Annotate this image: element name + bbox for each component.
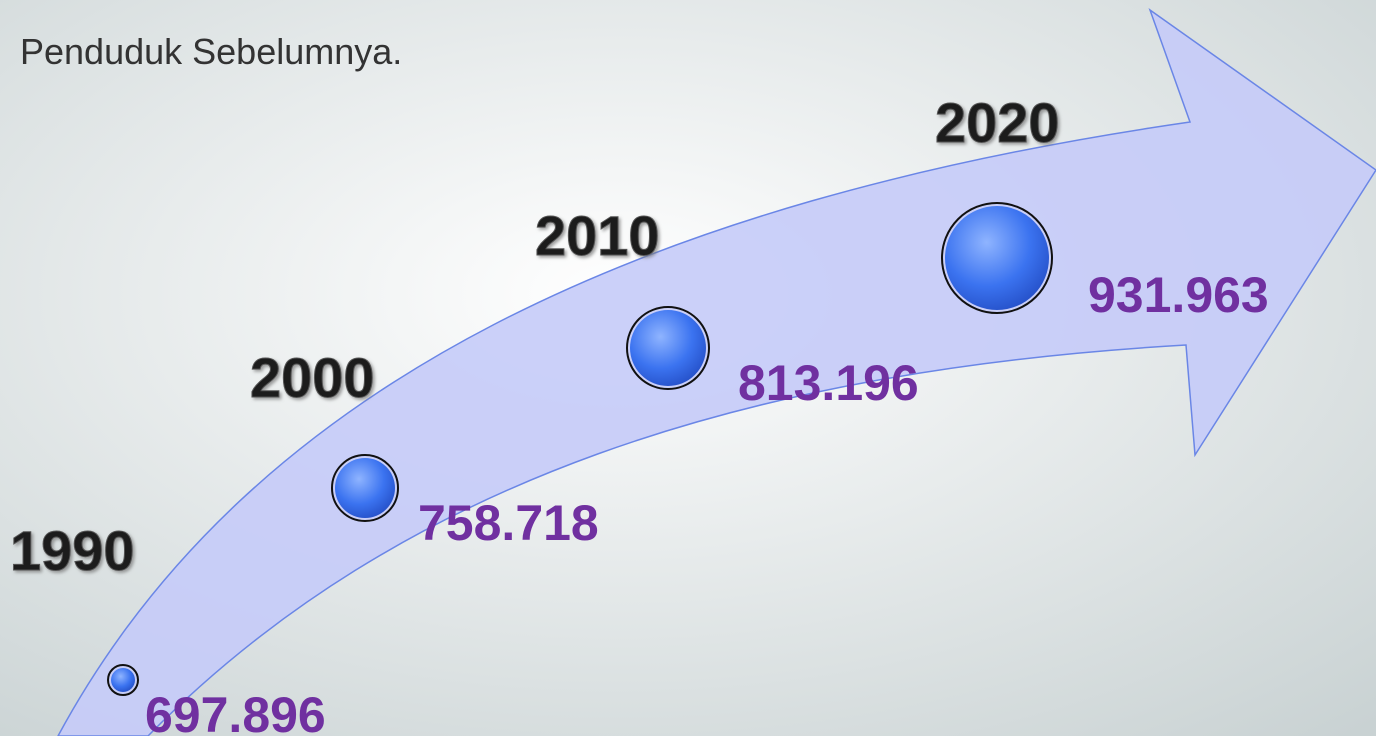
node-ring bbox=[941, 202, 1053, 314]
value-label: 758.718 bbox=[418, 495, 599, 551]
year-label: 2020 bbox=[935, 91, 1060, 154]
node-ball bbox=[111, 668, 135, 692]
node-ball bbox=[335, 458, 395, 518]
node-ring bbox=[331, 454, 399, 522]
arrow bbox=[57, 8, 1376, 736]
node-ring bbox=[626, 306, 710, 390]
title: Penduduk Sebelumnya. bbox=[20, 31, 402, 72]
node-ball bbox=[630, 310, 706, 386]
value-label: 697.896 bbox=[145, 687, 326, 736]
value-label: 931.963 bbox=[1088, 267, 1269, 323]
year-label: 1990 bbox=[10, 519, 135, 582]
year-label: 2010 bbox=[535, 204, 660, 267]
year-label: 2000 bbox=[250, 346, 375, 409]
value-label: 813.196 bbox=[738, 355, 919, 411]
node-ring bbox=[107, 664, 139, 696]
node-ball bbox=[945, 206, 1049, 310]
